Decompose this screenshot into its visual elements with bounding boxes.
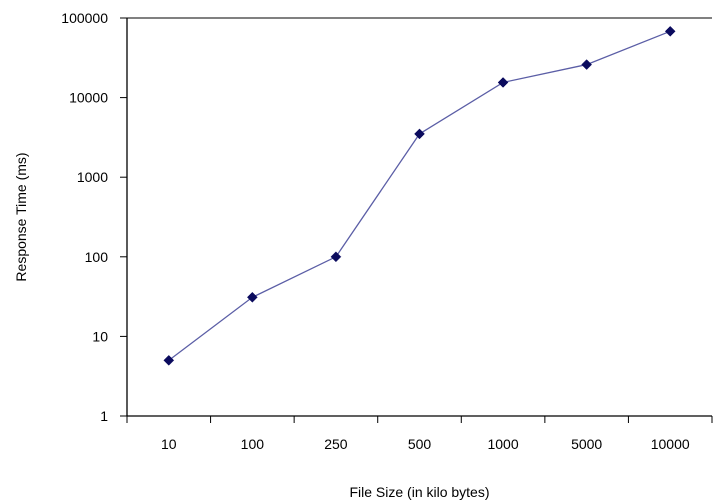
y-tick-label: 10000 [69, 90, 108, 106]
x-tick-label: 1000 [487, 436, 518, 452]
plot-area [126, 17, 712, 417]
data-point-marker [664, 25, 676, 37]
x-axis: 10 100 250 500 1000 5000 10000 [126, 416, 713, 452]
x-tick-label: 100 [241, 436, 265, 452]
data-point-marker [247, 291, 258, 303]
y-tick-label: 1 [100, 408, 108, 424]
data-point-marker [330, 251, 342, 263]
y-axis-title: Response Time (ms) [13, 152, 29, 281]
series-layer [163, 25, 676, 366]
x-tick-label: 250 [324, 436, 348, 452]
y-tick-label: 10 [92, 328, 108, 344]
data-point-marker [581, 59, 592, 70]
y-axis: 1 10 100 1000 10000 100000 [61, 10, 127, 424]
y-tick-label: 1000 [77, 169, 108, 185]
data-point-marker [163, 355, 175, 366]
data-point-marker [497, 77, 509, 88]
series-line [168, 30, 671, 361]
x-tick-label: 5000 [571, 436, 602, 452]
x-tick-label: 500 [408, 436, 432, 452]
x-tick-label: 10 [161, 436, 177, 452]
data-point-marker [414, 128, 425, 140]
y-tick-label: 100 [85, 249, 109, 265]
x-axis-title: File Size (in kilo bytes) [349, 484, 489, 500]
x-tick-label: 10000 [651, 436, 690, 452]
y-tick-label: 100000 [61, 10, 108, 26]
